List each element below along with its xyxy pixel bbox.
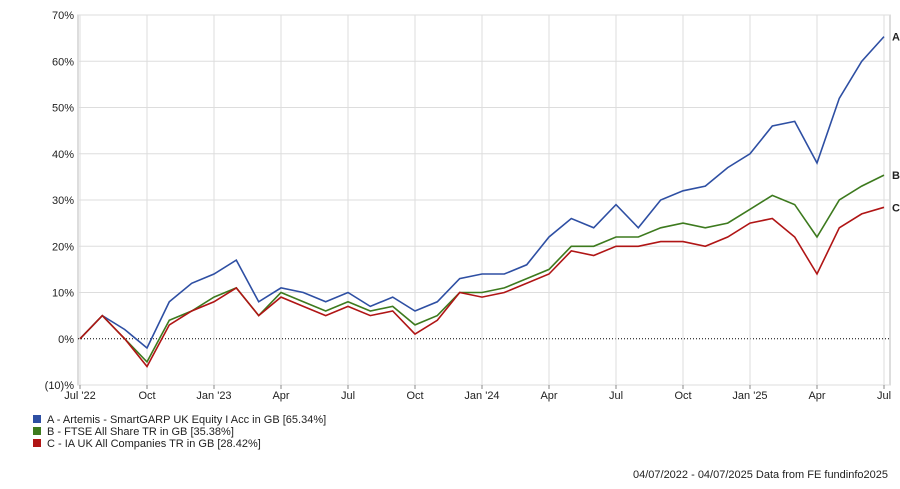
- x-tick-label: Apr: [272, 390, 289, 402]
- x-tick-label: Apr: [540, 390, 557, 402]
- footer: 04/07/2022 - 04/07/2025 Data from FE fun…: [633, 469, 888, 481]
- x-tick-label: Oct: [138, 390, 155, 402]
- x-tick-label: Oct: [406, 390, 423, 402]
- y-tick-label: 30%: [52, 195, 74, 207]
- x-tick-label: Jan '23: [196, 390, 231, 402]
- x-tick-label: Apr: [808, 390, 825, 402]
- y-tick-label: (10)%: [45, 380, 75, 392]
- legend-label: C - IA UK All Companies TR in GB [28.42%…: [47, 438, 261, 450]
- y-tick-label: 50%: [52, 103, 74, 115]
- y-tick-label: 20%: [52, 241, 74, 253]
- legend-label: B - FTSE All Share TR in GB [35.38%]: [47, 426, 234, 438]
- legend-label: A - Artemis - SmartGARP UK Equity I Acc …: [47, 414, 326, 426]
- legend-swatch: [33, 415, 41, 423]
- x-tick-label: Jul: [609, 390, 623, 402]
- x-tick-label: Jul: [877, 390, 891, 402]
- series-line: [79, 206, 885, 368]
- end-label: A: [892, 32, 900, 44]
- x-tick-label: Jan '24: [464, 390, 499, 402]
- y-tick-label: 70%: [52, 10, 74, 22]
- y-tick-label: 10%: [52, 288, 74, 300]
- x-tick-label: Jul: [341, 390, 355, 402]
- end-label: B: [892, 170, 900, 182]
- x-tick-label: Jan '25: [732, 390, 767, 402]
- end-label: C: [892, 202, 900, 214]
- x-tick-label: Jul '22: [64, 390, 95, 402]
- x-tick-label: Oct: [674, 390, 691, 402]
- y-tick-label: 40%: [52, 149, 74, 161]
- series-line: [79, 174, 885, 364]
- legend-swatch: [33, 439, 41, 447]
- series-line: [79, 36, 885, 350]
- legend-swatch: [33, 427, 41, 435]
- y-tick-label: 60%: [52, 56, 74, 68]
- y-tick-label: 0%: [58, 334, 74, 346]
